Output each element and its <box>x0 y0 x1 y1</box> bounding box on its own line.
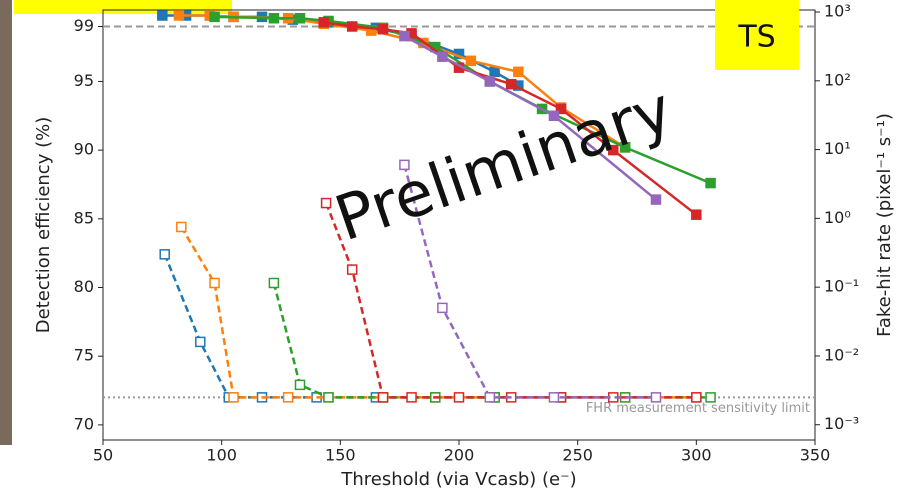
marker <box>268 12 280 24</box>
marker <box>406 392 417 403</box>
y-tick-label: 80 <box>74 277 94 296</box>
y2-tick-label: 10⁰ <box>824 208 851 227</box>
marker <box>513 66 524 78</box>
marker <box>608 144 619 156</box>
x-tick-label: 350 <box>800 446 831 465</box>
marker <box>489 66 500 78</box>
y-axis-label: Detection efficiency (%) <box>33 117 54 333</box>
marker <box>268 277 280 289</box>
marker <box>209 277 220 289</box>
marker <box>465 55 477 67</box>
marker <box>548 110 560 122</box>
marker <box>505 78 517 90</box>
x-tick-label: 50 <box>93 446 113 465</box>
series-line <box>403 164 656 399</box>
highlight-box <box>14 0 232 14</box>
x-tick-label: 250 <box>562 446 593 465</box>
marker <box>294 12 306 24</box>
y-tick-label: 85 <box>74 208 94 227</box>
marker <box>691 392 702 403</box>
y2-tick-label: 10⁻³ <box>824 414 859 433</box>
marker <box>157 10 168 21</box>
reference-label: FHR measurement sensitivity limit <box>586 401 810 416</box>
marker <box>377 23 389 35</box>
marker <box>346 21 358 32</box>
y2-tick-label: 10² <box>824 70 851 89</box>
marker <box>437 51 448 62</box>
x-tick-label: 300 <box>681 446 712 465</box>
x-tick-label: 100 <box>206 446 237 465</box>
marker <box>346 264 358 275</box>
x-tick-label: 150 <box>325 446 356 465</box>
marker <box>705 177 716 189</box>
marker <box>320 197 332 209</box>
marker <box>323 392 334 403</box>
y2-tick-label: 10¹ <box>824 139 851 158</box>
marker <box>282 392 294 403</box>
marker <box>399 30 410 42</box>
y2-axis-label: Fake-hit rate (pixel⁻¹ s⁻¹) <box>874 113 895 337</box>
ts-label: TS <box>737 20 775 55</box>
marker <box>453 392 465 403</box>
marker <box>691 209 702 220</box>
y2-tick-label: 10⁻² <box>824 345 859 364</box>
marker <box>173 10 185 21</box>
marker <box>176 221 187 233</box>
marker <box>548 392 560 403</box>
y-tick-label: 75 <box>74 346 94 365</box>
marker <box>650 194 662 205</box>
ts-box <box>715 0 799 70</box>
marker <box>437 302 448 314</box>
x-axis-label: Threshold (via Vcasb) (e⁻) <box>340 469 576 490</box>
marker <box>705 392 716 403</box>
marker <box>209 11 220 23</box>
y-tick-label: 95 <box>74 71 94 90</box>
y-tick-label: 90 <box>74 140 94 159</box>
x-tick-label: 200 <box>444 446 475 465</box>
marker <box>650 392 662 403</box>
y2-tick-label: 10³ <box>824 2 851 21</box>
marker <box>484 392 496 403</box>
y-tick-label: 70 <box>74 414 94 433</box>
marker <box>159 249 170 260</box>
marker <box>619 142 631 153</box>
marker <box>399 159 410 171</box>
marker <box>228 392 239 403</box>
marker <box>294 379 306 391</box>
y-tick-label: 99 <box>74 16 94 35</box>
marker <box>484 76 496 87</box>
marker <box>555 103 567 115</box>
marker <box>377 392 389 403</box>
y2-tick-label: 10⁻¹ <box>824 277 859 296</box>
marker <box>318 17 329 28</box>
photo-strip <box>0 0 12 445</box>
marker <box>195 336 206 348</box>
